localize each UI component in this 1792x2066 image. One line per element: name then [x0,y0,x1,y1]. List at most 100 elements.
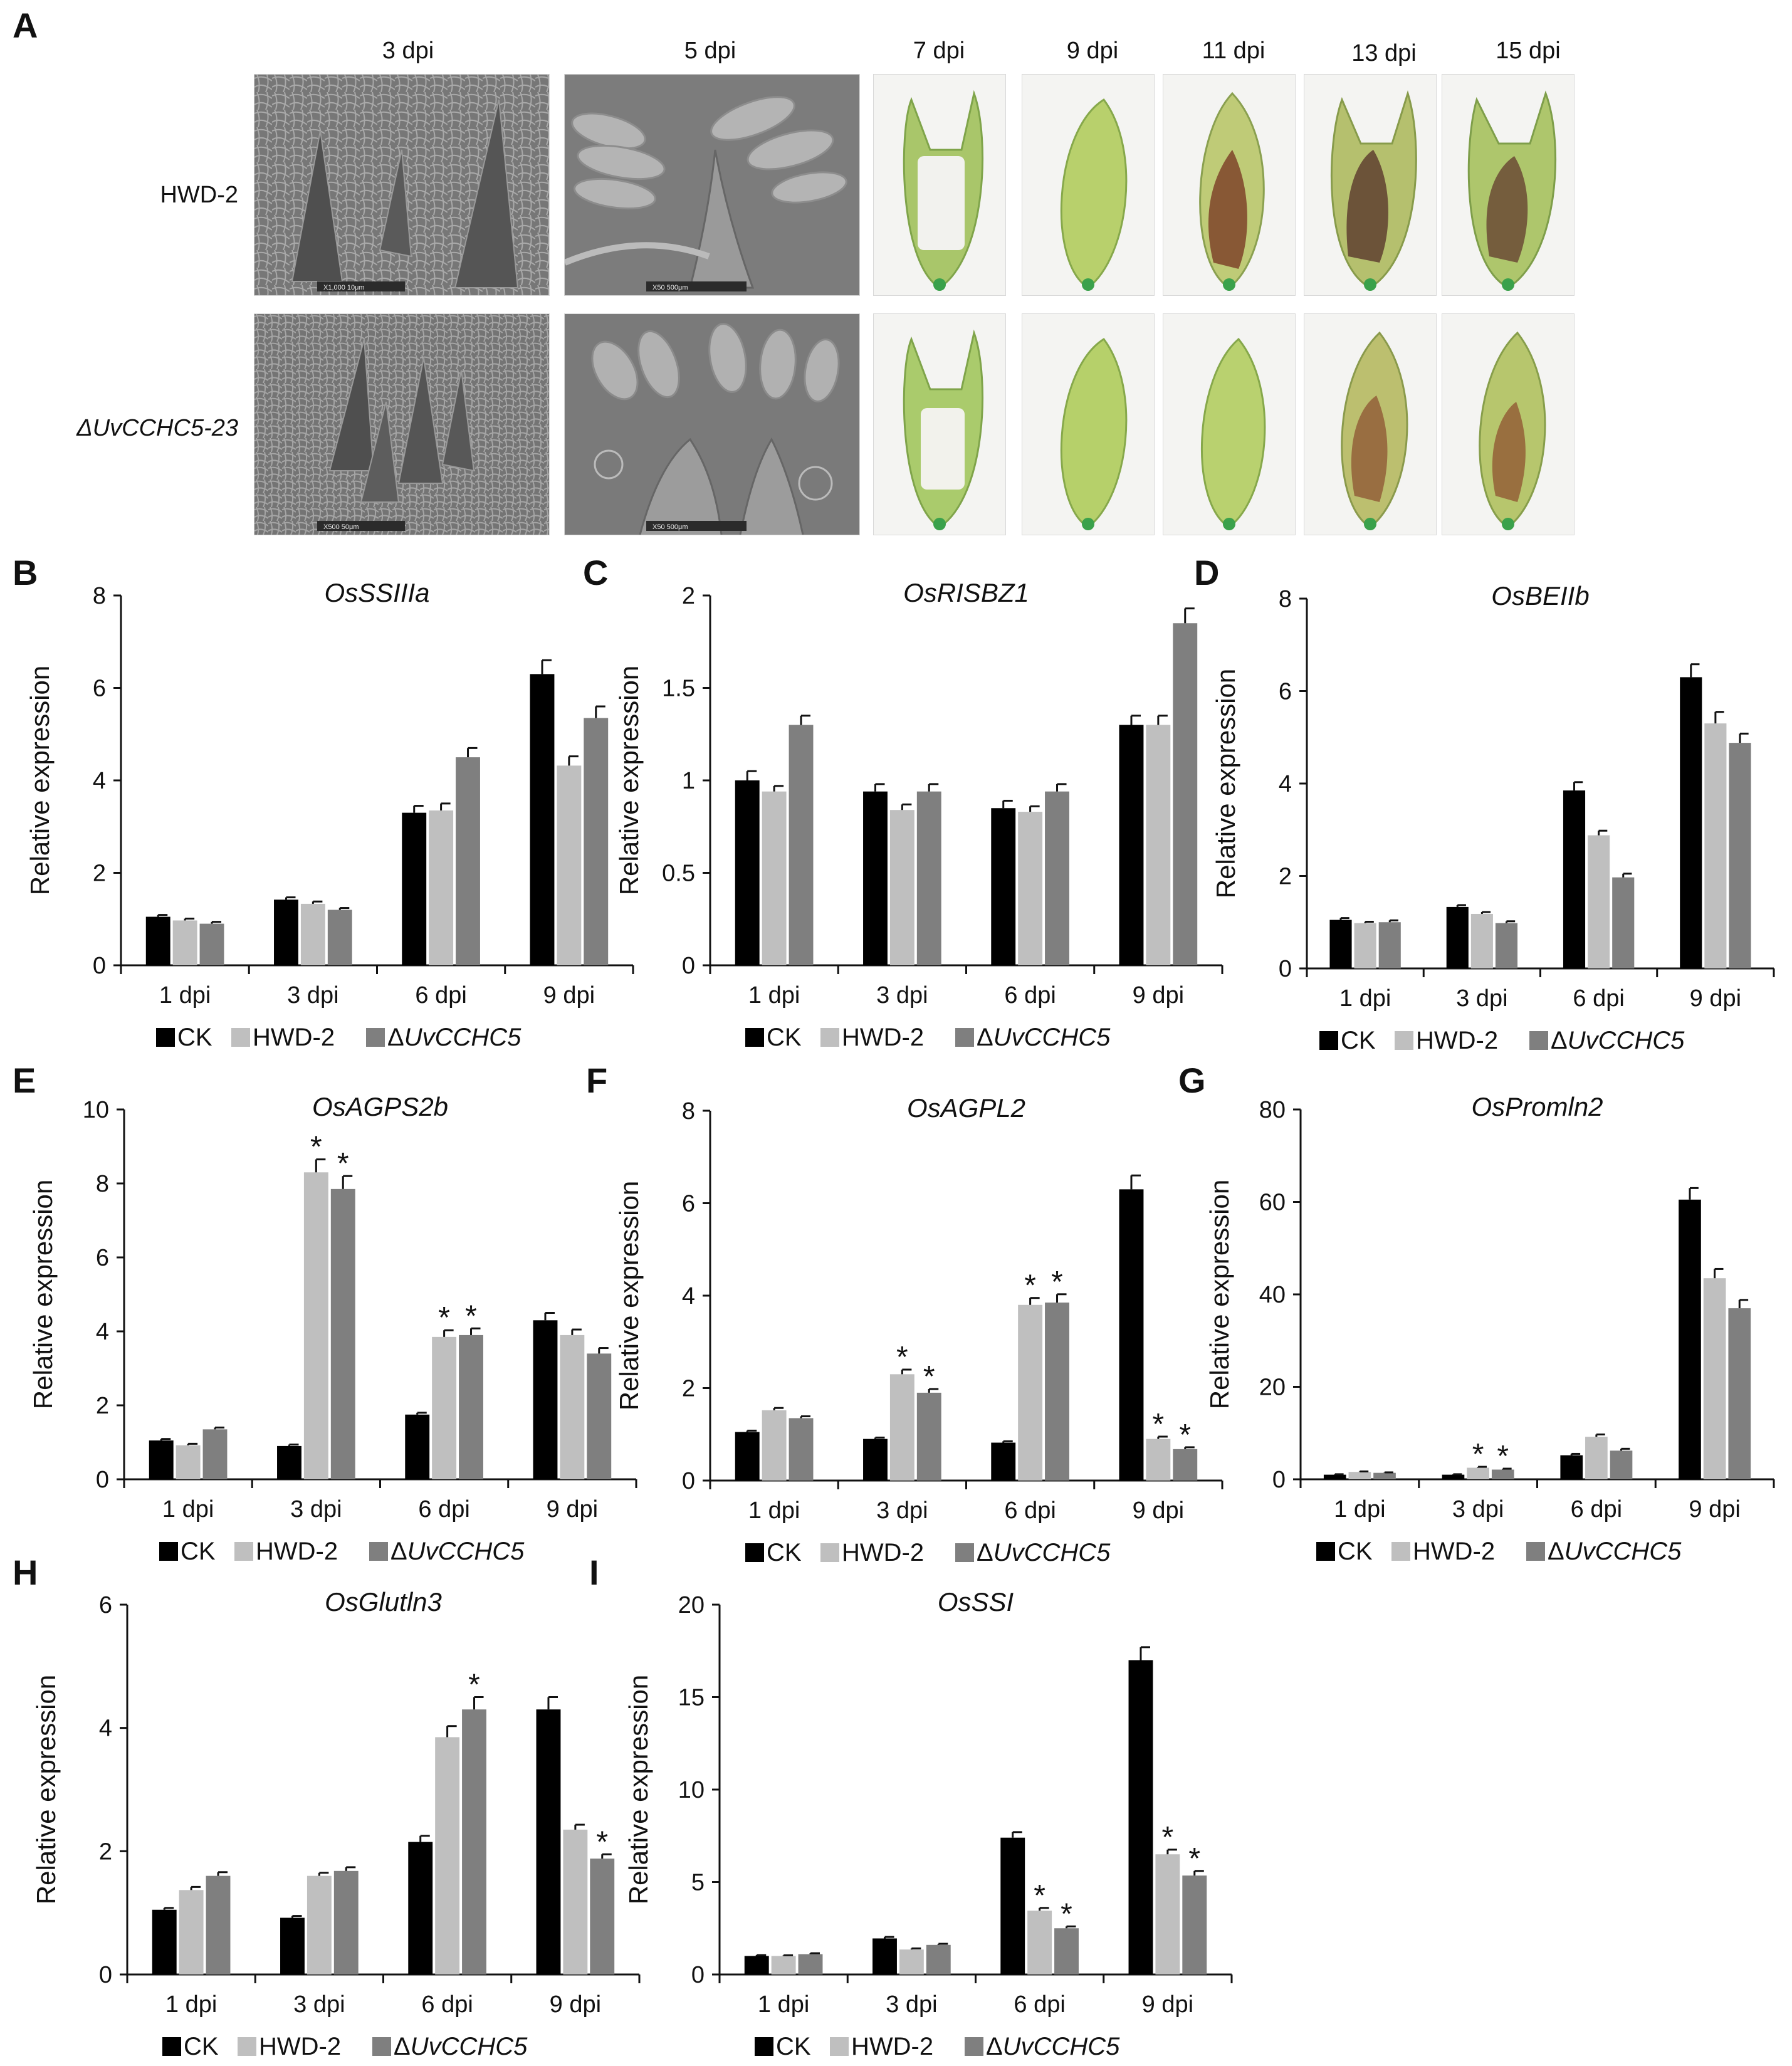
bar-ck [1680,677,1702,968]
panel-letter: H [13,1553,38,1592]
significance-star: * [1034,1879,1045,1912]
legend-label: CK [767,1539,802,1566]
y-tick-label: 40 [1259,1282,1286,1308]
y-tick-label: 0 [96,1467,109,1493]
col-label-7dpi: 7 dpi [913,38,965,64]
x-tick-label: 9 dpi [1690,985,1741,1012]
legend-label: HWD-2 [1413,1538,1495,1565]
chart-panel-f: F OsAGPL2 0 2 4 6 8 Relative expression 1 dpi 3 d… [586,1061,1223,1566]
legend-label: HWD-2 [259,2033,341,2060]
y-axis-label: Relative expression [614,1181,644,1411]
legend-swatch [372,2037,391,2056]
panel-a: A 3 dpi 5 dpi 7 dpi 9 dpi 11 dpi 13 dpi … [0,0,1792,545]
y-tick-label: 6 [96,1245,109,1271]
bar-hwd2 [176,1445,201,1479]
scale-bar-label: X50 500μm [652,284,688,291]
legend-label: HWD-2 [256,1538,338,1565]
bar-uvcchc5 [789,725,814,965]
y-tick-label: 2 [682,583,695,609]
legend-swatch [162,2037,181,2056]
y-axis-label: Relative expression [28,1180,58,1410]
y-axis-label: Relative expression [1205,1180,1234,1410]
x-tick-label: 1 dpi [1334,1496,1385,1523]
x-tick-label: 9 dpi [1133,1497,1184,1524]
bar-hwd2 [560,1335,585,1479]
y-tick-label: 4 [96,1319,109,1345]
bar-uvcchc5 [330,1188,355,1479]
x-tick-label: 3 dpi [1456,985,1507,1012]
legend-swatch [955,1028,974,1047]
bar-ck [277,1445,301,1479]
legend-label: ΔUvCCHC5 [977,1539,1111,1566]
y-tick-label: 4 [99,1716,112,1742]
sem-image-hwd2-3dpi: X1,000 10μm [254,74,550,296]
panel-letter: F [586,1061,607,1100]
bar-ck [1323,1474,1346,1479]
x-tick-label: 1 dpi [159,982,211,1009]
legend-swatch [369,1542,388,1561]
bar-hwd2 [771,1956,796,1974]
y-tick-label: 10 [83,1097,109,1123]
legend-label: HWD-2 [842,1024,924,1051]
panel-letter: G [1178,1061,1206,1100]
chart-panel-h: H OsGlutln3 0 2 4 6 Relative expression 1 dpi 3 … [13,1553,641,2060]
chart-title: OsAGPL2 [907,1093,1025,1123]
panel-letter-a: A [13,6,38,45]
bar-ck [533,1320,558,1479]
bar-uvcchc5 [1173,1449,1198,1481]
bar-hwd2 [1348,1472,1371,1479]
sem-image-hwd2-5dpi: X50 500μm [564,74,860,296]
sem-image-mutant-5dpi: X50 500μm [564,313,860,535]
bar-hwd2 [1155,1854,1180,1974]
bar-hwd2 [300,903,325,965]
bar-uvcchc5 [1378,922,1401,968]
y-tick-label: 6 [682,1191,695,1217]
bar-uvcchc5 [206,1875,231,1974]
panel-letter: E [13,1061,36,1100]
x-tick-label: 6 dpi [418,1496,469,1523]
y-tick-label: 20 [1259,1375,1286,1401]
bar-ck [145,916,170,965]
y-tick-label: 80 [1259,1097,1286,1123]
x-tick-label: 3 dpi [293,1991,345,2018]
x-tick-label: 1 dpi [748,1497,800,1524]
significance-star: * [1179,1418,1191,1452]
y-tick-label: 0 [691,1962,705,1988]
bar-ck [872,1938,897,1974]
bar-uvcchc5 [587,1353,612,1479]
bar-hwd2 [1018,1304,1043,1481]
legend-label: CK [767,1024,802,1051]
x-tick-label: 6 dpi [1573,985,1624,1012]
bar-uvcchc5 [916,791,941,965]
bar-hwd2 [1703,1278,1726,1479]
y-tick-label: 8 [96,1171,109,1197]
x-tick-label: 3 dpi [876,982,928,1009]
legend-swatch [830,2037,849,2056]
legend-swatch [238,2037,256,2056]
scale-bar-label: X50 500μm [652,523,688,531]
significance-star: * [1051,1266,1063,1299]
x-tick-label: 9 dpi [547,1496,598,1523]
col-label-5dpi: 5 dpi [684,38,736,64]
bar-uvcchc5 [333,1870,359,1974]
bar-uvcchc5 [1610,1450,1633,1479]
y-tick-label: 0 [682,1468,695,1494]
x-tick-label: 6 dpi [1571,1496,1622,1523]
x-tick-label: 1 dpi [162,1496,214,1523]
bar-uvcchc5 [590,1859,615,1974]
bar-uvcchc5 [789,1418,814,1481]
bar-ck [1128,1660,1153,1974]
legend-label: CK [1338,1538,1373,1565]
legend-label: HWD-2 [851,2033,933,2060]
bar-ck [280,1917,305,1974]
bar-hwd2 [762,791,787,965]
bar-uvcchc5 [1729,743,1751,968]
bar-uvcchc5 [462,1709,486,1974]
y-tick-label: 5 [691,1870,705,1896]
y-tick-label: 0 [1279,956,1292,982]
chart-panel-c: C OsRISBZ1 0 0.5 1 1.5 2 Relative expression 1 d… [583,553,1223,1051]
legend-swatch [745,1028,764,1047]
x-tick-label: 6 dpi [1004,982,1056,1009]
legend-label: ΔUvCCHC5 [387,1024,521,1051]
